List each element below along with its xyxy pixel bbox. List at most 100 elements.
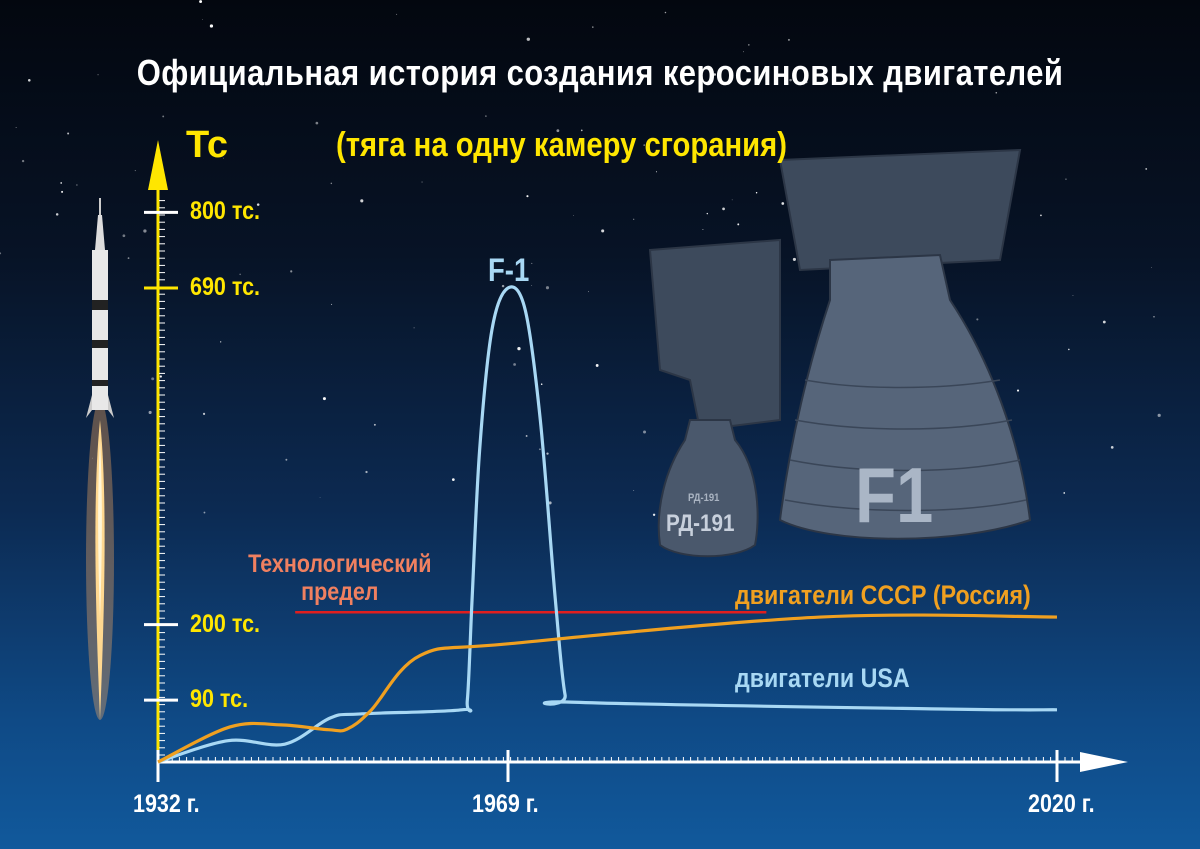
star	[1072, 295, 1074, 296]
star	[737, 223, 740, 226]
star	[755, 192, 758, 194]
x-axis-arrow	[1080, 752, 1128, 772]
star	[1063, 492, 1066, 494]
star	[373, 423, 376, 426]
star	[143, 229, 147, 233]
star	[513, 363, 516, 366]
star	[61, 190, 64, 193]
star	[554, 80, 557, 83]
star	[365, 470, 368, 474]
star	[15, 127, 17, 129]
star	[331, 303, 333, 305]
star	[792, 257, 796, 261]
star	[1153, 316, 1155, 318]
y-axis-arrow	[148, 140, 168, 190]
star	[203, 511, 206, 514]
usa-line	[157, 285, 1058, 764]
star	[595, 364, 599, 367]
y-tick-label-90: 90 тс.	[190, 685, 249, 714]
star	[787, 38, 790, 41]
star	[201, 19, 203, 20]
star	[55, 213, 59, 216]
star	[789, 78, 792, 82]
star	[531, 285, 533, 287]
star	[122, 234, 126, 238]
star	[643, 430, 647, 434]
star	[151, 377, 155, 381]
star	[21, 159, 25, 163]
star	[531, 262, 533, 264]
star	[322, 397, 326, 401]
star	[92, 457, 94, 459]
star	[805, 81, 808, 84]
star	[556, 129, 560, 133]
f1-peak-label: F-1	[488, 252, 530, 288]
star	[223, 157, 224, 159]
star	[134, 170, 136, 172]
star	[162, 115, 165, 118]
star	[60, 182, 62, 184]
chart-subtitle: (тяга на одну камеру сгорания)	[336, 126, 787, 164]
x-tick-label-1969: 1969 г.	[472, 790, 539, 818]
star	[573, 215, 574, 216]
star	[545, 286, 550, 290]
rocket-illustration	[86, 198, 114, 720]
star	[1040, 214, 1042, 217]
star	[501, 284, 505, 288]
star	[731, 199, 733, 201]
star	[1157, 413, 1161, 417]
star	[330, 182, 333, 185]
limit-label-text: Технологический предел	[248, 550, 432, 606]
x-tick-label-2020: 2020 г.	[1028, 790, 1095, 818]
star	[396, 13, 398, 15]
star	[485, 115, 487, 117]
star	[290, 270, 293, 273]
star	[1102, 320, 1106, 324]
star	[633, 218, 635, 220]
star	[706, 212, 709, 215]
star	[1145, 168, 1148, 170]
engine-label-rd191: РД-191	[666, 510, 735, 537]
star	[643, 144, 645, 146]
engine-label-rd191-nozzle: РД-191	[688, 492, 720, 504]
star	[1065, 178, 1067, 180]
star	[540, 383, 543, 385]
ussr-line	[157, 613, 1058, 764]
star	[743, 51, 744, 53]
star	[220, 341, 222, 343]
legend-ussr: двигатели СССР (Россия)	[735, 580, 1031, 610]
star	[0, 252, 2, 255]
star	[655, 171, 657, 173]
star	[476, 147, 478, 148]
star	[27, 79, 31, 82]
engine-illustration	[648, 148, 1032, 558]
star	[526, 37, 530, 41]
chart-title: Официальная история создания керосиновых…	[136, 52, 1064, 93]
star	[421, 181, 423, 183]
star	[713, 73, 717, 76]
star	[948, 70, 950, 72]
star	[976, 318, 979, 321]
star	[159, 375, 162, 378]
star	[239, 273, 241, 276]
star	[633, 489, 635, 491]
star	[1016, 389, 1020, 392]
star	[1110, 446, 1114, 449]
star	[97, 74, 99, 76]
star	[319, 497, 321, 498]
star	[588, 291, 589, 293]
star	[995, 91, 998, 94]
star	[525, 435, 528, 437]
star	[360, 199, 364, 203]
star	[451, 478, 455, 482]
star	[592, 26, 594, 28]
star	[199, 0, 203, 4]
limit-label: Технологический предел	[228, 550, 452, 606]
star	[202, 412, 206, 416]
y-tick-label-690: 690 тс.	[190, 272, 261, 301]
engine-label-f1: F1	[855, 451, 934, 539]
star	[781, 202, 785, 205]
y-axis-label: Тс	[186, 124, 228, 166]
star	[209, 24, 214, 28]
y-tick-label-800: 800 тс.	[190, 197, 261, 226]
